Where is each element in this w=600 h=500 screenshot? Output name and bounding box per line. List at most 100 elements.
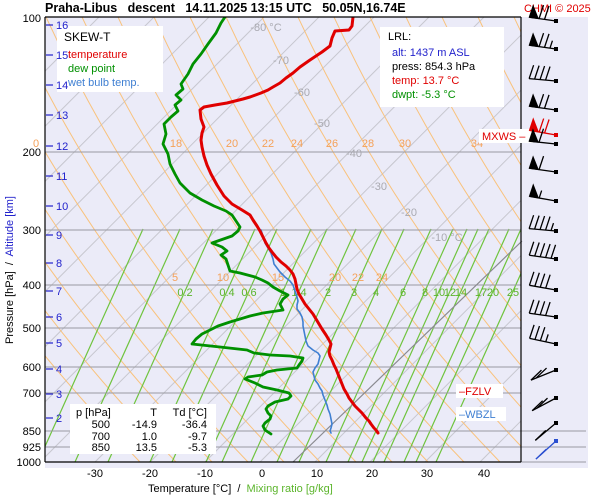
- barb-full-feather: [544, 216, 551, 231]
- wind-barb: [535, 439, 558, 460]
- legend-box: [57, 26, 163, 92]
- mixing-ratio-label: 14: [455, 287, 467, 299]
- barb-station-dot: [554, 368, 558, 372]
- pressure-tick-label: 925: [23, 442, 41, 454]
- mixing-ratio-line: [415, 228, 521, 463]
- x-tick-label: 30: [421, 468, 433, 480]
- wind-barb: [528, 93, 558, 112]
- barb-full-feather: [534, 300, 540, 315]
- barb-full-feather: [534, 242, 540, 257]
- legend-temperature-label: temperature: [68, 49, 127, 61]
- mixing-ratio-label: 10: [433, 287, 445, 299]
- table-cell: -5.3: [188, 442, 207, 454]
- barb-full-feather: [538, 155, 545, 170]
- dry-adiabat-label: 22: [352, 272, 364, 284]
- barb-station-dot: [554, 439, 558, 443]
- barb-station-dot: [554, 421, 558, 425]
- dry-adiabat-label: 18: [170, 138, 182, 150]
- barb-station-dot: [554, 257, 558, 261]
- mixing-ratio-label: 8: [422, 287, 428, 299]
- lrl-temperature: temp: 13.7 °C: [392, 75, 459, 87]
- barb-full-feather: [528, 299, 535, 314]
- x-tick-label: 10: [311, 468, 323, 480]
- barb-half-feather: [539, 449, 547, 456]
- table-header-t: T: [150, 407, 157, 419]
- wind-barb: [531, 396, 558, 412]
- dry-adiabat-line: [189, 17, 501, 463]
- barb-full-feather: [528, 324, 535, 339]
- isotherm-line: [45, 17, 320, 292]
- wind-barb: [528, 155, 558, 174]
- mixing-ratio-line: [403, 228, 510, 463]
- barb-full-feather: [534, 325, 541, 340]
- mixing-ratio-line: [205, 228, 312, 463]
- altitude-tick-label: 7: [56, 286, 62, 298]
- dry-adiabat-line: [297, 17, 521, 366]
- barb-station-dot: [554, 229, 558, 233]
- barb-full-feather: [536, 397, 548, 409]
- barb-full-feather: [539, 301, 546, 315]
- barb-pennant: [528, 155, 539, 171]
- y-axis-title-altitude: Altitude [km]: [4, 196, 16, 257]
- mixing-ratio-label: 2: [325, 287, 331, 299]
- wind-barb: [530, 367, 558, 381]
- wind-barb: [528, 271, 558, 292]
- pressure-tick-label: 300: [23, 225, 41, 237]
- pressure-tick-label: 1000: [17, 457, 41, 469]
- table-cell: 700: [92, 431, 110, 443]
- table-cell: 850: [92, 442, 110, 454]
- dry-adiabat-labels: 0 18 20 22 24 26 28 30 345 10 15 20 22 24: [33, 138, 483, 284]
- barb-full-feather: [539, 273, 546, 288]
- wetbulb-curve: [260, 229, 333, 434]
- isotherm-line: [259, 200, 521, 463]
- table-cell: 500: [92, 419, 110, 431]
- x-axis-title: Temperature [°C] / Mixing ratio [g/kg]: [148, 483, 333, 495]
- x-tick-label: 40: [478, 468, 490, 480]
- barb-full-feather: [543, 33, 550, 48]
- mixing-ratio-label: 12: [444, 287, 456, 299]
- barb-full-feather: [539, 65, 546, 80]
- x-axis-title-temperature: Temperature [°C]: [148, 483, 231, 495]
- y-axis-title-sep: /: [4, 257, 16, 272]
- barb-full-feather: [538, 93, 545, 108]
- dry-adiabat-label: 20: [329, 272, 341, 284]
- altitude-tick-label: 2: [56, 413, 62, 425]
- mxws-box: [479, 129, 533, 143]
- barb-pennant: [528, 4, 539, 20]
- profile-table-box: [70, 404, 216, 454]
- legend-title: SKEW-T: [64, 30, 111, 44]
- mixing-ratio-label: 25: [507, 287, 519, 299]
- page-title: Praha-Libus descent 14.11.2025 13:15 UTC…: [45, 1, 406, 15]
- pressure-tick-label: 700: [23, 388, 41, 400]
- plot-border: [44, 16, 522, 463]
- isotherm-line: [204, 145, 521, 463]
- isotherm-label: -50: [314, 118, 330, 130]
- profile-table-rows: 500 -14.9 -36.4 700 1.0 -9.7 850 13.5 -5.3: [92, 419, 207, 454]
- altitude-tick-label: 4: [56, 364, 62, 376]
- dry-adiabat-line: [45, 87, 321, 463]
- dry-adiabat-line: [45, 151, 285, 463]
- isotherm-line: [45, 17, 430, 403]
- isotherm-label: -30: [371, 181, 387, 193]
- dry-adiabat-label: 0: [33, 138, 39, 150]
- dry-adiabat-label: 20: [226, 138, 238, 150]
- mixing-ratio-label: 17: [475, 287, 487, 299]
- lrl-title: LRL:: [388, 31, 411, 43]
- barb-full-feather: [544, 301, 551, 316]
- barb-full-feather: [533, 215, 540, 230]
- table-header-td: Td [°C]: [173, 407, 207, 419]
- isotherm-label: -70: [273, 55, 289, 67]
- wind-barb: [528, 128, 558, 146]
- barb-station-dot: [554, 170, 558, 174]
- barb-station-dot: [554, 315, 558, 319]
- mixing-ratio-line: [250, 228, 357, 463]
- barb-station-dot: [554, 108, 558, 112]
- barb-station-dot: [554, 79, 558, 83]
- isotherm-line: [45, 17, 375, 347]
- barb-station-dot: [554, 342, 558, 346]
- barb-station-dot: [554, 142, 558, 146]
- dry-adiabat-label: 15: [272, 272, 284, 284]
- x-tick-label: -10: [197, 468, 213, 480]
